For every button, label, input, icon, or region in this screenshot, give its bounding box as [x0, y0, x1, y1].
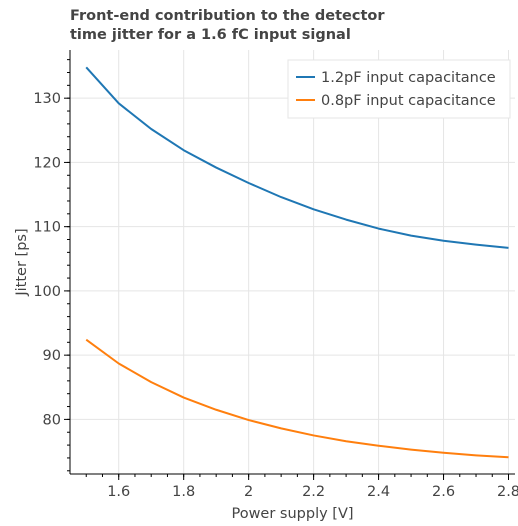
x-tick-label: 2	[244, 484, 253, 500]
grid-lines	[70, 50, 515, 474]
y-tick-label: 110	[33, 220, 61, 236]
y-tick-label: 130	[33, 91, 61, 107]
data-series	[85, 66, 509, 459]
legend-label-1: 1.2pF input capacitance	[321, 70, 496, 86]
y-tick-label: 80	[43, 412, 61, 428]
chart-title: Front-end contribution to the detector t…	[70, 8, 385, 43]
x-axis-label: Power supply [V]	[231, 506, 353, 522]
x-tick-label: 2.2	[302, 484, 325, 500]
x-tick-label: 2.8	[497, 484, 518, 500]
series-line-1	[85, 66, 509, 249]
x-tick-label: 2.6	[432, 484, 455, 500]
legend-box	[287, 59, 511, 119]
legend-label-2: 0.8pF input capacitance	[321, 93, 496, 109]
chart-title-line-2: time jitter for a 1.6 fC input signal	[70, 27, 351, 43]
y-tick-label: 90	[43, 348, 61, 364]
x-tick-label: 1.8	[172, 484, 195, 500]
x-tick-label: 2.4	[367, 484, 390, 500]
x-tick-label: 1.6	[107, 484, 130, 500]
series-line-2	[85, 338, 509, 459]
chart-title-line-1: Front-end contribution to the detector	[70, 8, 385, 24]
y-axis-label: Jitter [ps]	[14, 228, 30, 296]
axes: 1.6 1.8 2 2.2 2.4 2.6 2.8 80 90 100 110 120 130	[33, 50, 518, 500]
y-tick-label: 100	[33, 284, 61, 300]
y-tick-label: 120	[33, 155, 61, 171]
legend: 1.2pF input capacitance 0.8pF input capac…	[287, 59, 511, 119]
